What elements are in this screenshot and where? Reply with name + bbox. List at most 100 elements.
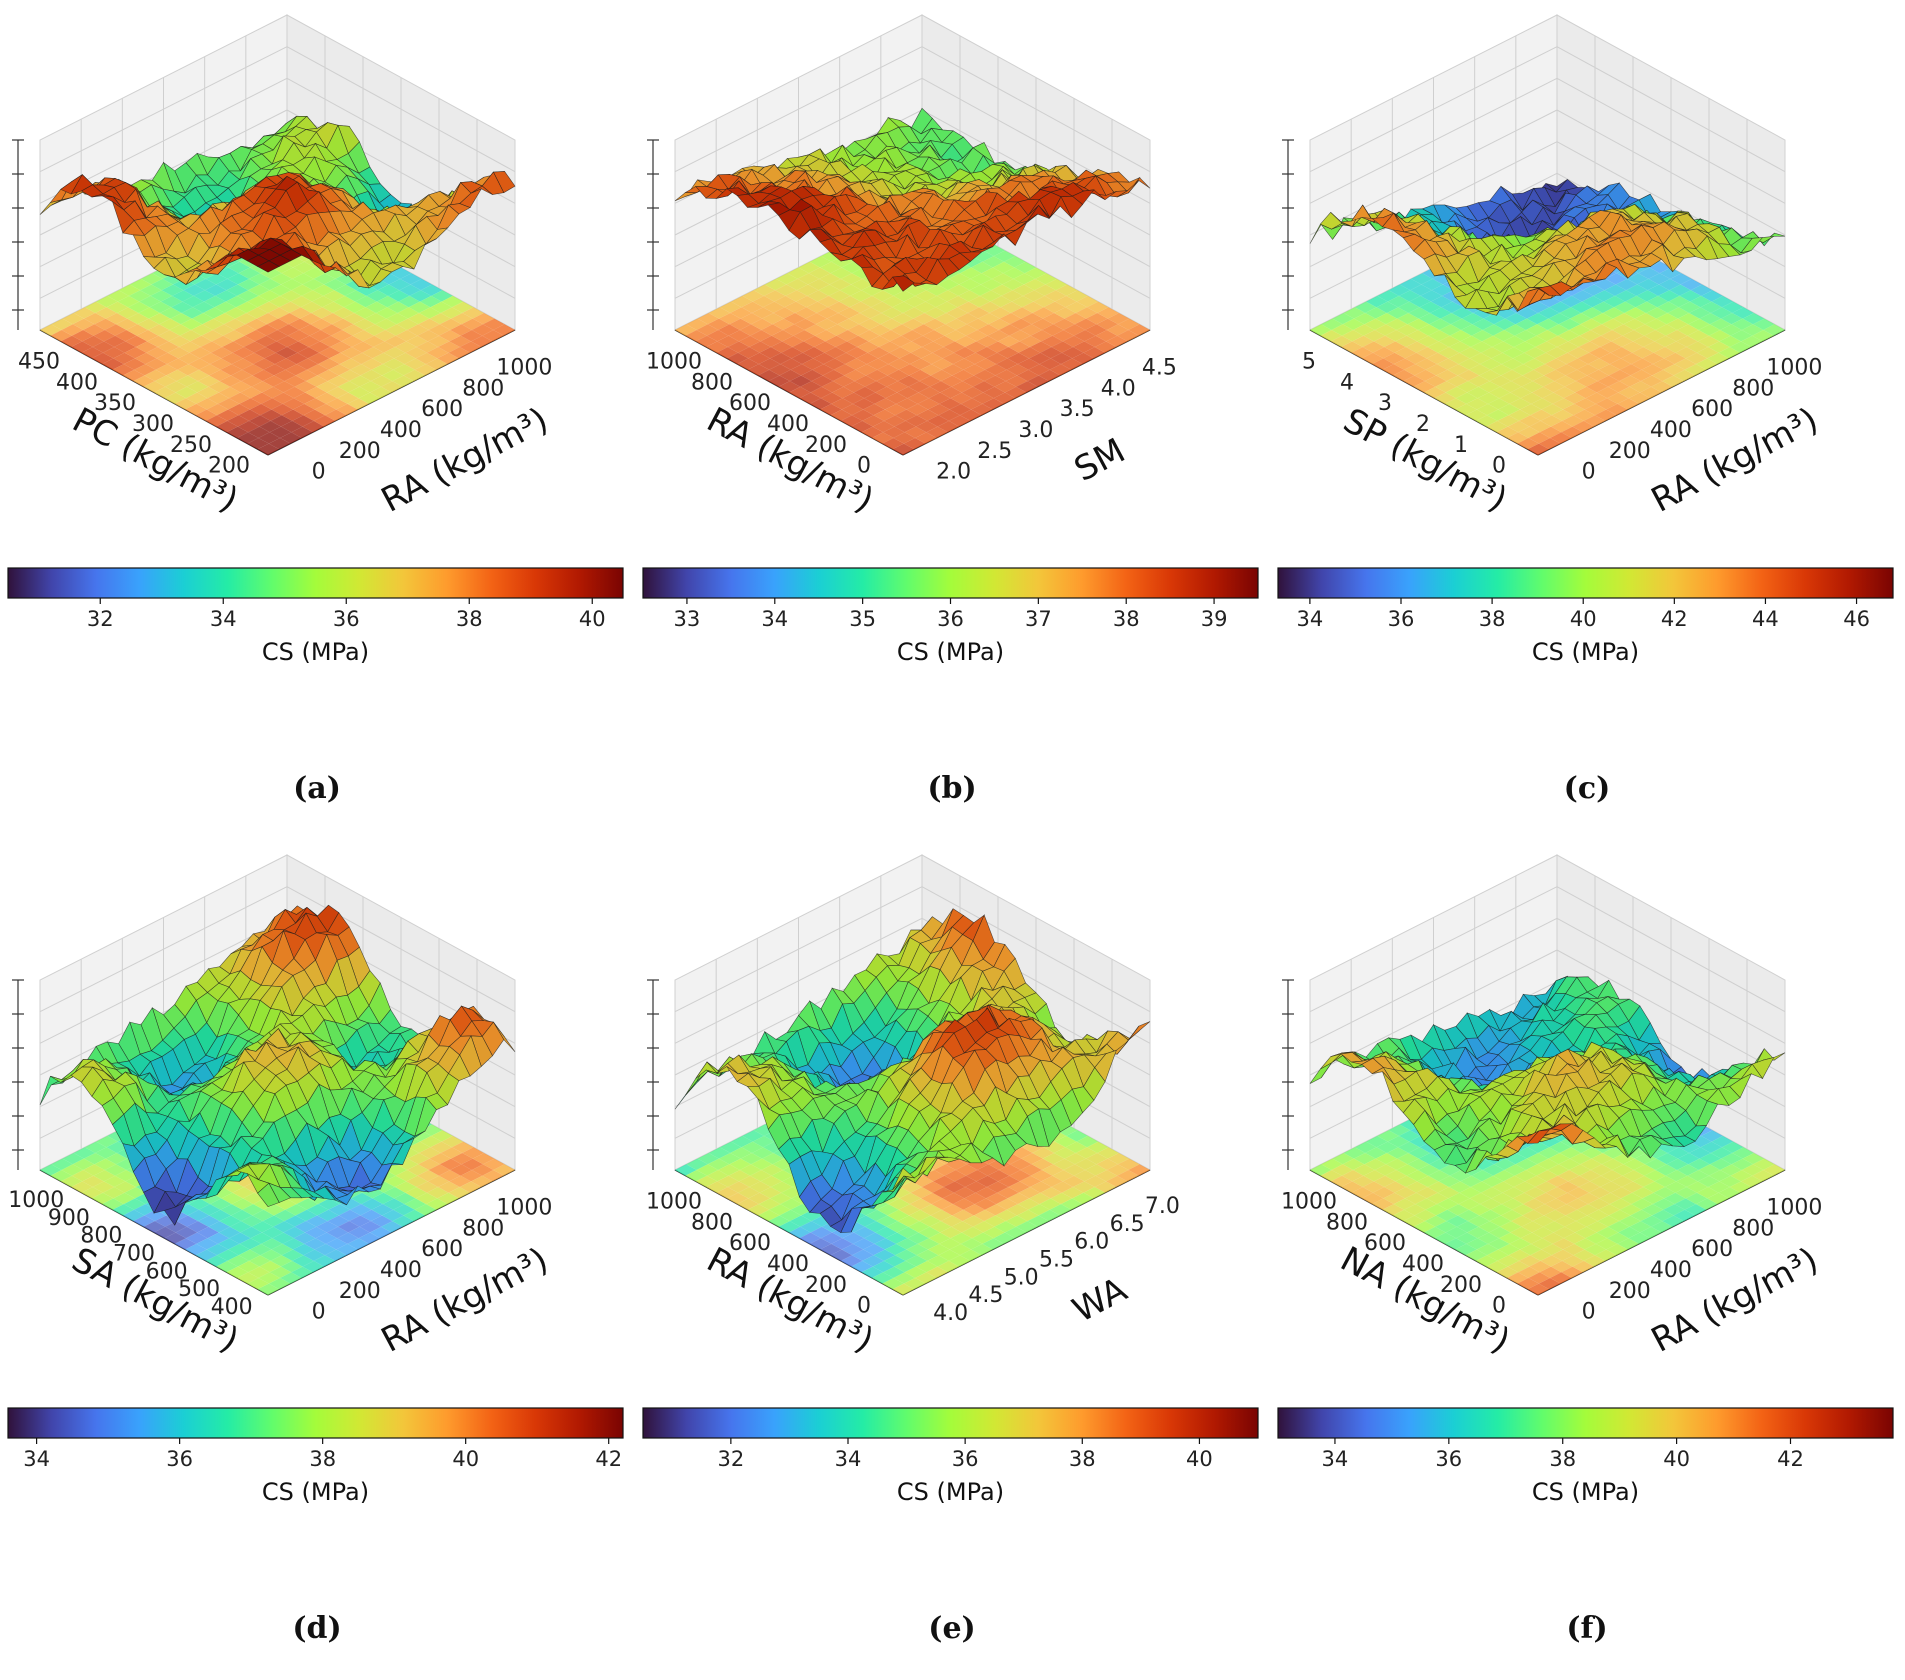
y-tick-label: 0: [1582, 1300, 1596, 1325]
colorbar-tick-label: 36: [1435, 1447, 1462, 1471]
colorbar-tick-label: 36: [1388, 607, 1415, 631]
y-tick-label: 0: [1582, 460, 1596, 485]
chart-panel-e: 1000 800 600 400 200 0 4.0 4.5 5.0 5.5 6.0 6.5 7.0 RA…: [635, 840, 1270, 1680]
x-tick-label: 800: [1326, 1210, 1368, 1235]
y-tick-label: 4.0: [1101, 376, 1136, 401]
y-axis-label: SM: [1068, 431, 1132, 490]
y-tick-label: 4.0: [933, 1301, 968, 1326]
x-tick-label: 600: [146, 1259, 188, 1284]
colorbar-tick-label: 34: [761, 607, 788, 631]
y-tick-label: 600: [1691, 397, 1733, 422]
colorbar-label: CS (MPa): [1532, 638, 1639, 666]
colorbar-label: CS (MPa): [262, 1478, 369, 1506]
colorbar-tick-label: 34: [23, 1447, 50, 1471]
chart-panel-a: 450 400 350 300 250 200 0 200 400 600 800 1000 PC (k…: [0, 0, 635, 840]
colorbar-tick-label: 33: [674, 607, 701, 631]
colorbar-gradient: [7, 567, 624, 599]
colorbar-gradient: [642, 1407, 1259, 1439]
x-tick-label: 1000: [646, 1189, 702, 1214]
x-tick-label: 0: [857, 1294, 871, 1319]
y-tick-label: 6.0: [1074, 1230, 1109, 1255]
x-tick-label: 1000: [646, 349, 702, 374]
surface: [1309, 975, 1786, 1174]
x-tick-label: 400: [1402, 1252, 1444, 1277]
y-tick-label: 400: [1650, 1258, 1692, 1283]
colorbar-tick-label: 38: [1479, 607, 1506, 631]
colorbar: 32 34 36 38 40 CS (MPa): [7, 567, 624, 666]
colorbar-gradient: [642, 567, 1259, 599]
x-tick-label: 4: [1340, 370, 1354, 395]
colorbar-tick-label: 35: [849, 607, 876, 631]
panel-caption: (b): [927, 771, 976, 806]
colorbar-tick-label: 42: [1661, 607, 1688, 631]
surface: [674, 908, 1151, 1234]
colorbar-tick-label: 32: [718, 1447, 745, 1471]
colorbar-label: CS (MPa): [262, 638, 369, 666]
y-tick-label: 6.5: [1110, 1212, 1145, 1237]
y-tick-label: 800: [1732, 376, 1774, 401]
y-tick-label: 1000: [496, 355, 552, 380]
x-tick-label: 200: [208, 454, 250, 479]
x-tick-label: 3: [1378, 391, 1392, 416]
x-tick-label: 200: [1440, 1273, 1482, 1298]
colorbar-tick-label: 42: [1777, 1447, 1804, 1471]
x-tick-label: 450: [18, 349, 60, 374]
y-tick-label: 1000: [496, 1195, 552, 1220]
chart-panel-d: 1000 900 800 700 600 500 400 0 200 400 600 800 1000 S…: [0, 840, 635, 1680]
panel-caption: (f): [1566, 1611, 1607, 1646]
x-tick-label: 1: [1454, 433, 1468, 458]
x-tick-label: 0: [857, 454, 871, 479]
y-tick-label: 600: [1691, 1237, 1733, 1262]
y-tick-label: 1000: [1766, 355, 1822, 380]
colorbar-tick-label: 40: [1186, 1447, 1213, 1471]
colorbar-tick-label: 36: [952, 1447, 979, 1471]
colorbar-tick-label: 32: [87, 607, 114, 631]
y-tick-label: 2.5: [977, 439, 1012, 464]
x-tick-label: 350: [94, 391, 136, 416]
colorbar-label: CS (MPa): [1532, 1478, 1639, 1506]
panel-caption: (e): [928, 1611, 975, 1646]
colorbar: 34 36 38 40 42 CS (MPa): [7, 1407, 624, 1506]
chart-panel-f: 1000 800 600 400 200 0 0 200 400 600 800 1000 NA (kg…: [1270, 840, 1905, 1680]
colorbar-tick-label: 37: [1025, 607, 1052, 631]
colorbar-label: CS (MPa): [897, 638, 1004, 666]
colorbar-tick-label: 39: [1201, 607, 1228, 631]
panel-caption: (d): [292, 1611, 341, 1646]
colorbar-tick-label: 44: [1752, 607, 1779, 631]
x-tick-label: 5: [1302, 349, 1316, 374]
x-tick-label: 800: [691, 370, 733, 395]
panel-caption: (a): [293, 771, 341, 806]
colorbar-tick-label: 36: [937, 607, 964, 631]
y-ticks: 2.02.53.0 3.54.04.5: [936, 355, 1177, 484]
x-tick-label: 1000: [8, 1188, 64, 1213]
x-tick-label: 500: [178, 1277, 220, 1302]
x-tick-label: 800: [80, 1224, 122, 1249]
colorbar: 34 36 38 40 42 CS (MPa): [1277, 1407, 1894, 1506]
x-tick-label: 0: [1492, 454, 1506, 479]
x-tick-label: 400: [211, 1295, 253, 1320]
colorbar-tick-label: 34: [1322, 1447, 1349, 1471]
colorbar-tick-label: 46: [1843, 607, 1870, 631]
colorbar: 32 34 36 38 40 CS (MPa): [642, 1407, 1259, 1506]
x-tick-label: 0: [1492, 1294, 1506, 1319]
y-tick-label: 4.5: [1142, 355, 1177, 380]
colorbar-tick-label: 40: [579, 607, 606, 631]
y-tick-label: 800: [1732, 1216, 1774, 1241]
y-ticks: 4.04.55.05.56.06.57.0: [933, 1194, 1180, 1326]
colorbar-tick-label: 34: [835, 1447, 862, 1471]
colorbar-tick-label: 38: [1069, 1447, 1096, 1471]
x-tick-label: 400: [56, 370, 98, 395]
y-tick-label: 400: [380, 1258, 422, 1283]
x-tick-label: 2: [1416, 412, 1430, 437]
